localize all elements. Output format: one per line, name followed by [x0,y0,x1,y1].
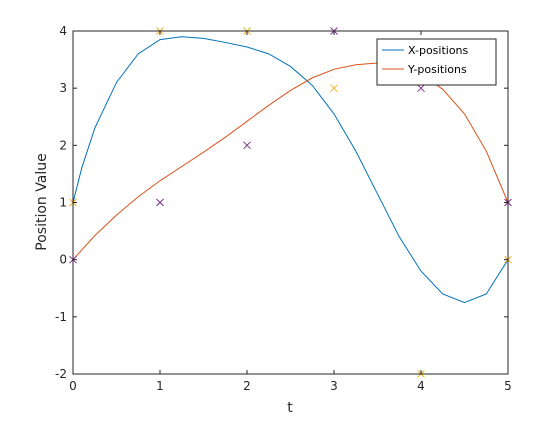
legend: X-positions Y-positions [376,38,497,86]
x-tick-label: 3 [330,379,338,393]
y-tick-label: -1 [55,310,67,324]
legend-label: Y-positions [407,63,467,76]
y-tick-label: 3 [59,81,67,95]
legend-box [376,38,497,86]
x-tick-label: 5 [504,379,512,393]
y-axis-label: Position Value [34,153,50,250]
y-tick-label: 0 [59,253,67,267]
y-tick-label: 4 [59,24,67,38]
data-point-marker [330,84,338,93]
x-tick-label: 1 [156,379,164,393]
data-point-marker [243,141,251,150]
x-tick-label: 0 [69,379,77,393]
legend-label: X-positions [408,44,469,57]
plot-area [73,31,508,374]
series-line-0 [72,36,509,304]
y-tick-label: 1 [59,196,67,210]
series-layer [69,27,512,378]
marker-stroke [156,198,164,207]
data-point-marker [156,198,164,207]
data-point-marker [417,84,425,93]
marker-stroke [417,84,425,93]
marker-stroke [243,141,251,150]
axes-layer: 0 1 2 3 4 5 -2 -1 0 1 2 3 4 [55,24,512,393]
y-tick-label: -2 [55,367,67,381]
marker-stroke [330,84,338,93]
y-tick-label: 2 [59,138,67,152]
x-tick-label: 4 [417,379,425,393]
x-axis-label: t [287,400,293,416]
x-tick-label: 2 [243,379,251,393]
